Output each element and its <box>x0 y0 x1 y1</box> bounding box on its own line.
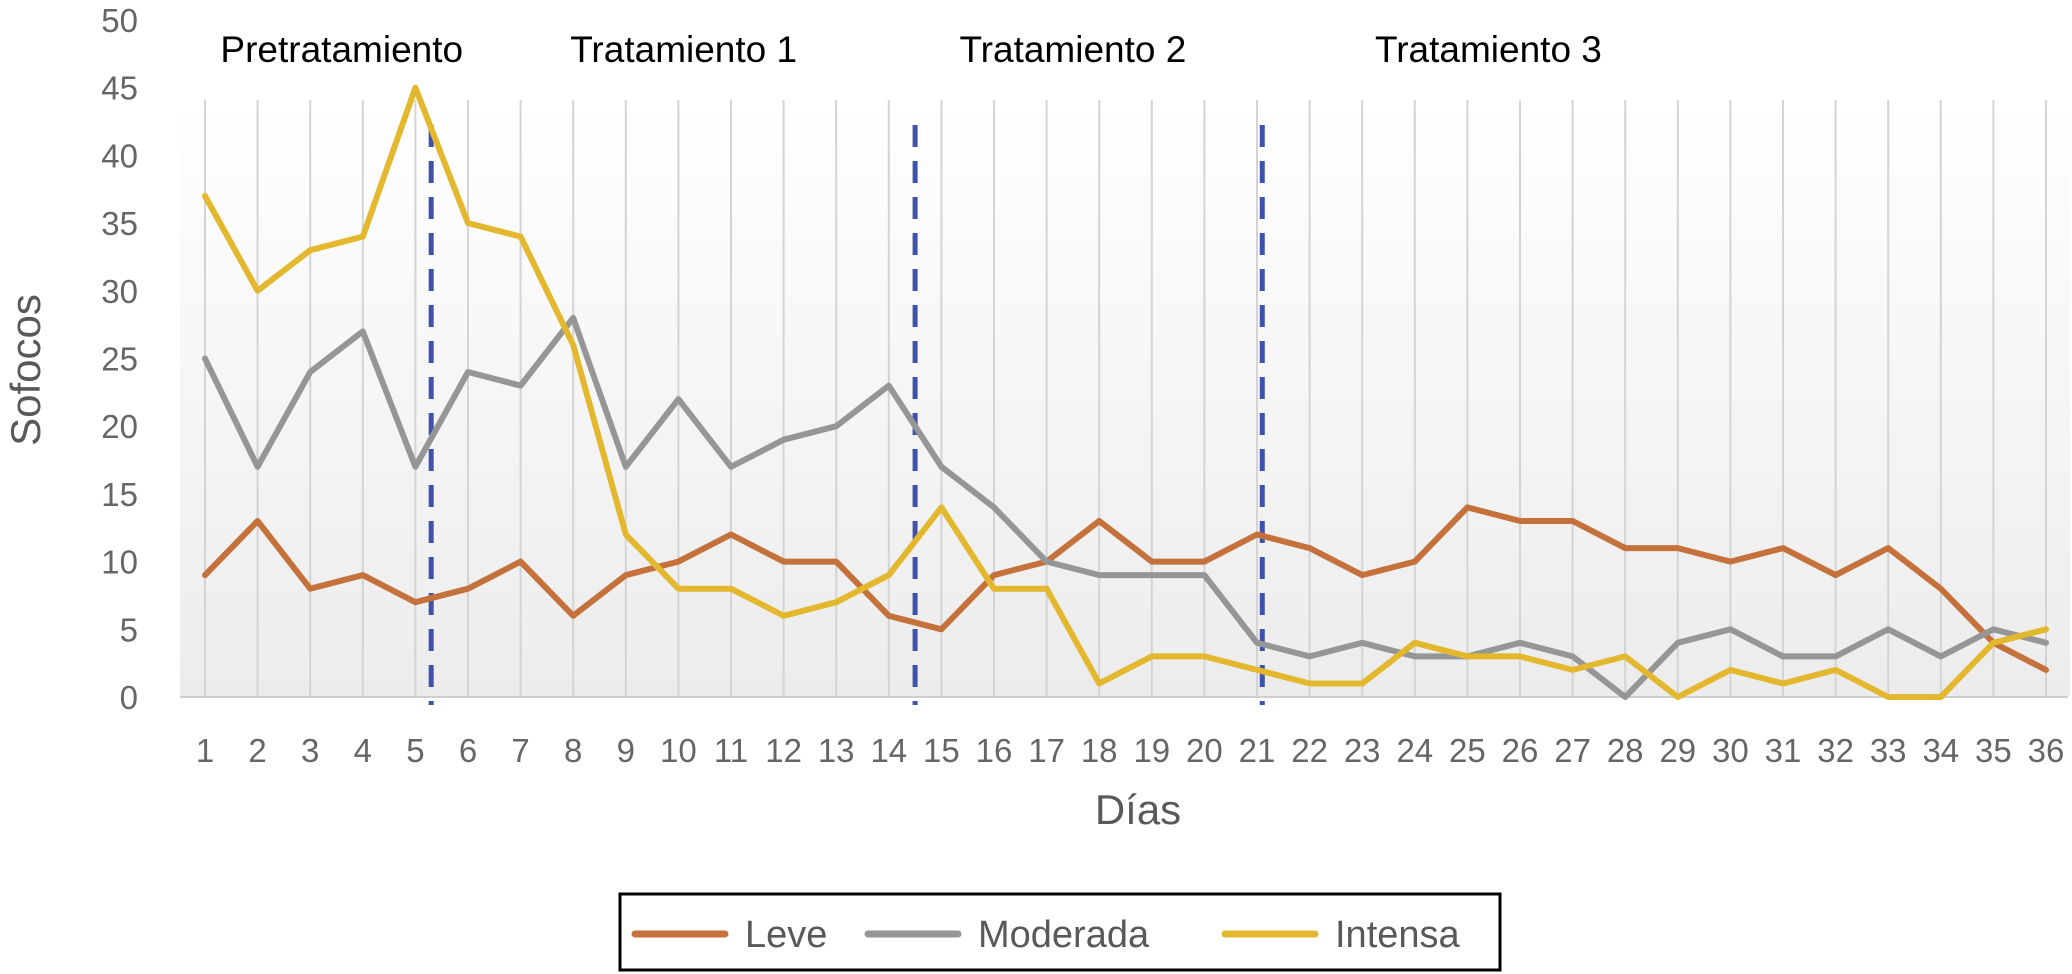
y-tick-label-35: 35 <box>101 205 138 242</box>
phase-labels: Pretratamiento Tratamiento 1 Tratamiento 2… <box>220 29 1601 70</box>
x-tick-label-5: 5 <box>406 732 424 769</box>
legend-entries: Leve Moderada Intensa <box>631 914 1461 956</box>
data-series <box>202 84 2049 700</box>
legend-box <box>618 892 1502 972</box>
y-tick-label-15: 15 <box>101 476 138 513</box>
y-tick-label-5: 5 <box>120 611 138 648</box>
x-tick-label-33: 33 <box>1870 732 1907 769</box>
x-tick-label-18: 18 <box>1081 732 1118 769</box>
y-tick-label-0: 0 <box>120 679 138 716</box>
phase-dividers <box>428 125 1265 705</box>
y-tick-label-25: 25 <box>101 341 138 378</box>
x-tick-label-8: 8 <box>564 732 582 769</box>
vertical-gridlines <box>180 100 2068 698</box>
x-axis-ticks: 1 2 3 4 5 6 7 8 9 10 11 12 13 14 15 16 17 18 19 20 21 22 23 24 2… <box>196 732 2065 769</box>
y-tick-label-10: 10 <box>101 544 138 581</box>
x-tick-label-7: 7 <box>511 732 529 769</box>
x-tick-label-34: 34 <box>1922 732 1959 769</box>
x-tick-label-16: 16 <box>976 732 1013 769</box>
x-tick-label-1: 1 <box>196 732 214 769</box>
x-tick-label-22: 22 <box>1291 732 1328 769</box>
x-tick-label-25: 25 <box>1449 732 1486 769</box>
x-tick-label-26: 26 <box>1502 732 1539 769</box>
legend-label-moderada: Moderada <box>978 914 1150 956</box>
x-tick-label-35: 35 <box>1975 732 2012 769</box>
x-tick-label-17: 17 <box>1028 732 1065 769</box>
phase-label-3: Tratamiento 2 <box>959 29 1186 70</box>
x-tick-label-3: 3 <box>301 732 319 769</box>
y-tick-label-40: 40 <box>101 137 138 174</box>
x-tick-label-31: 31 <box>1765 732 1802 769</box>
y-axis-ticks: 0 5 10 15 20 25 30 35 40 45 50 <box>101 2 138 716</box>
x-tick-label-15: 15 <box>923 732 960 769</box>
x-tick-label-23: 23 <box>1344 732 1381 769</box>
x-tick-label-20: 20 <box>1186 732 1223 769</box>
legend: Leve Moderada Intensa <box>618 892 1502 972</box>
y-axis-title: Sofocos <box>2 294 49 446</box>
phase-label-1: Pretratamiento <box>220 29 463 70</box>
x-tick-label-11: 11 <box>714 732 748 769</box>
x-tick-label-36: 36 <box>2028 732 2065 769</box>
x-tick-label-12: 12 <box>765 732 802 769</box>
y-tick-label-30: 30 <box>101 273 138 310</box>
x-tick-label-24: 24 <box>1396 732 1433 769</box>
x-tick-label-14: 14 <box>870 732 907 769</box>
x-tick-label-27: 27 <box>1554 732 1591 769</box>
legend-label-intensa: Intensa <box>1335 914 1461 956</box>
x-tick-label-21: 21 <box>1239 732 1276 769</box>
legend-label-leve: Leve <box>745 914 827 956</box>
x-axis-title: Días <box>1095 786 1181 833</box>
x-tick-label-9: 9 <box>617 732 635 769</box>
x-tick-label-30: 30 <box>1712 732 1749 769</box>
x-tick-label-2: 2 <box>248 732 266 769</box>
x-tick-label-6: 6 <box>459 732 477 769</box>
phase-label-4: Tratamiento 3 <box>1375 29 1602 70</box>
x-tick-label-32: 32 <box>1817 732 1854 769</box>
x-tick-label-10: 10 <box>660 732 697 769</box>
x-tick-label-29: 29 <box>1659 732 1696 769</box>
phase-label-2: Tratamiento 1 <box>570 29 797 70</box>
x-tick-label-28: 28 <box>1607 732 1644 769</box>
series-line-leve <box>202 504 2049 673</box>
series-line-moderada <box>202 314 2049 700</box>
y-tick-label-50: 50 <box>101 2 138 39</box>
x-tick-label-4: 4 <box>354 732 372 769</box>
series-line-intensa <box>202 84 2049 700</box>
x-tick-label-19: 19 <box>1133 732 1170 769</box>
y-tick-label-45: 45 <box>101 70 138 107</box>
x-tick-label-13: 13 <box>818 732 855 769</box>
y-tick-label-20: 20 <box>101 408 138 445</box>
plot-background <box>180 100 2070 696</box>
